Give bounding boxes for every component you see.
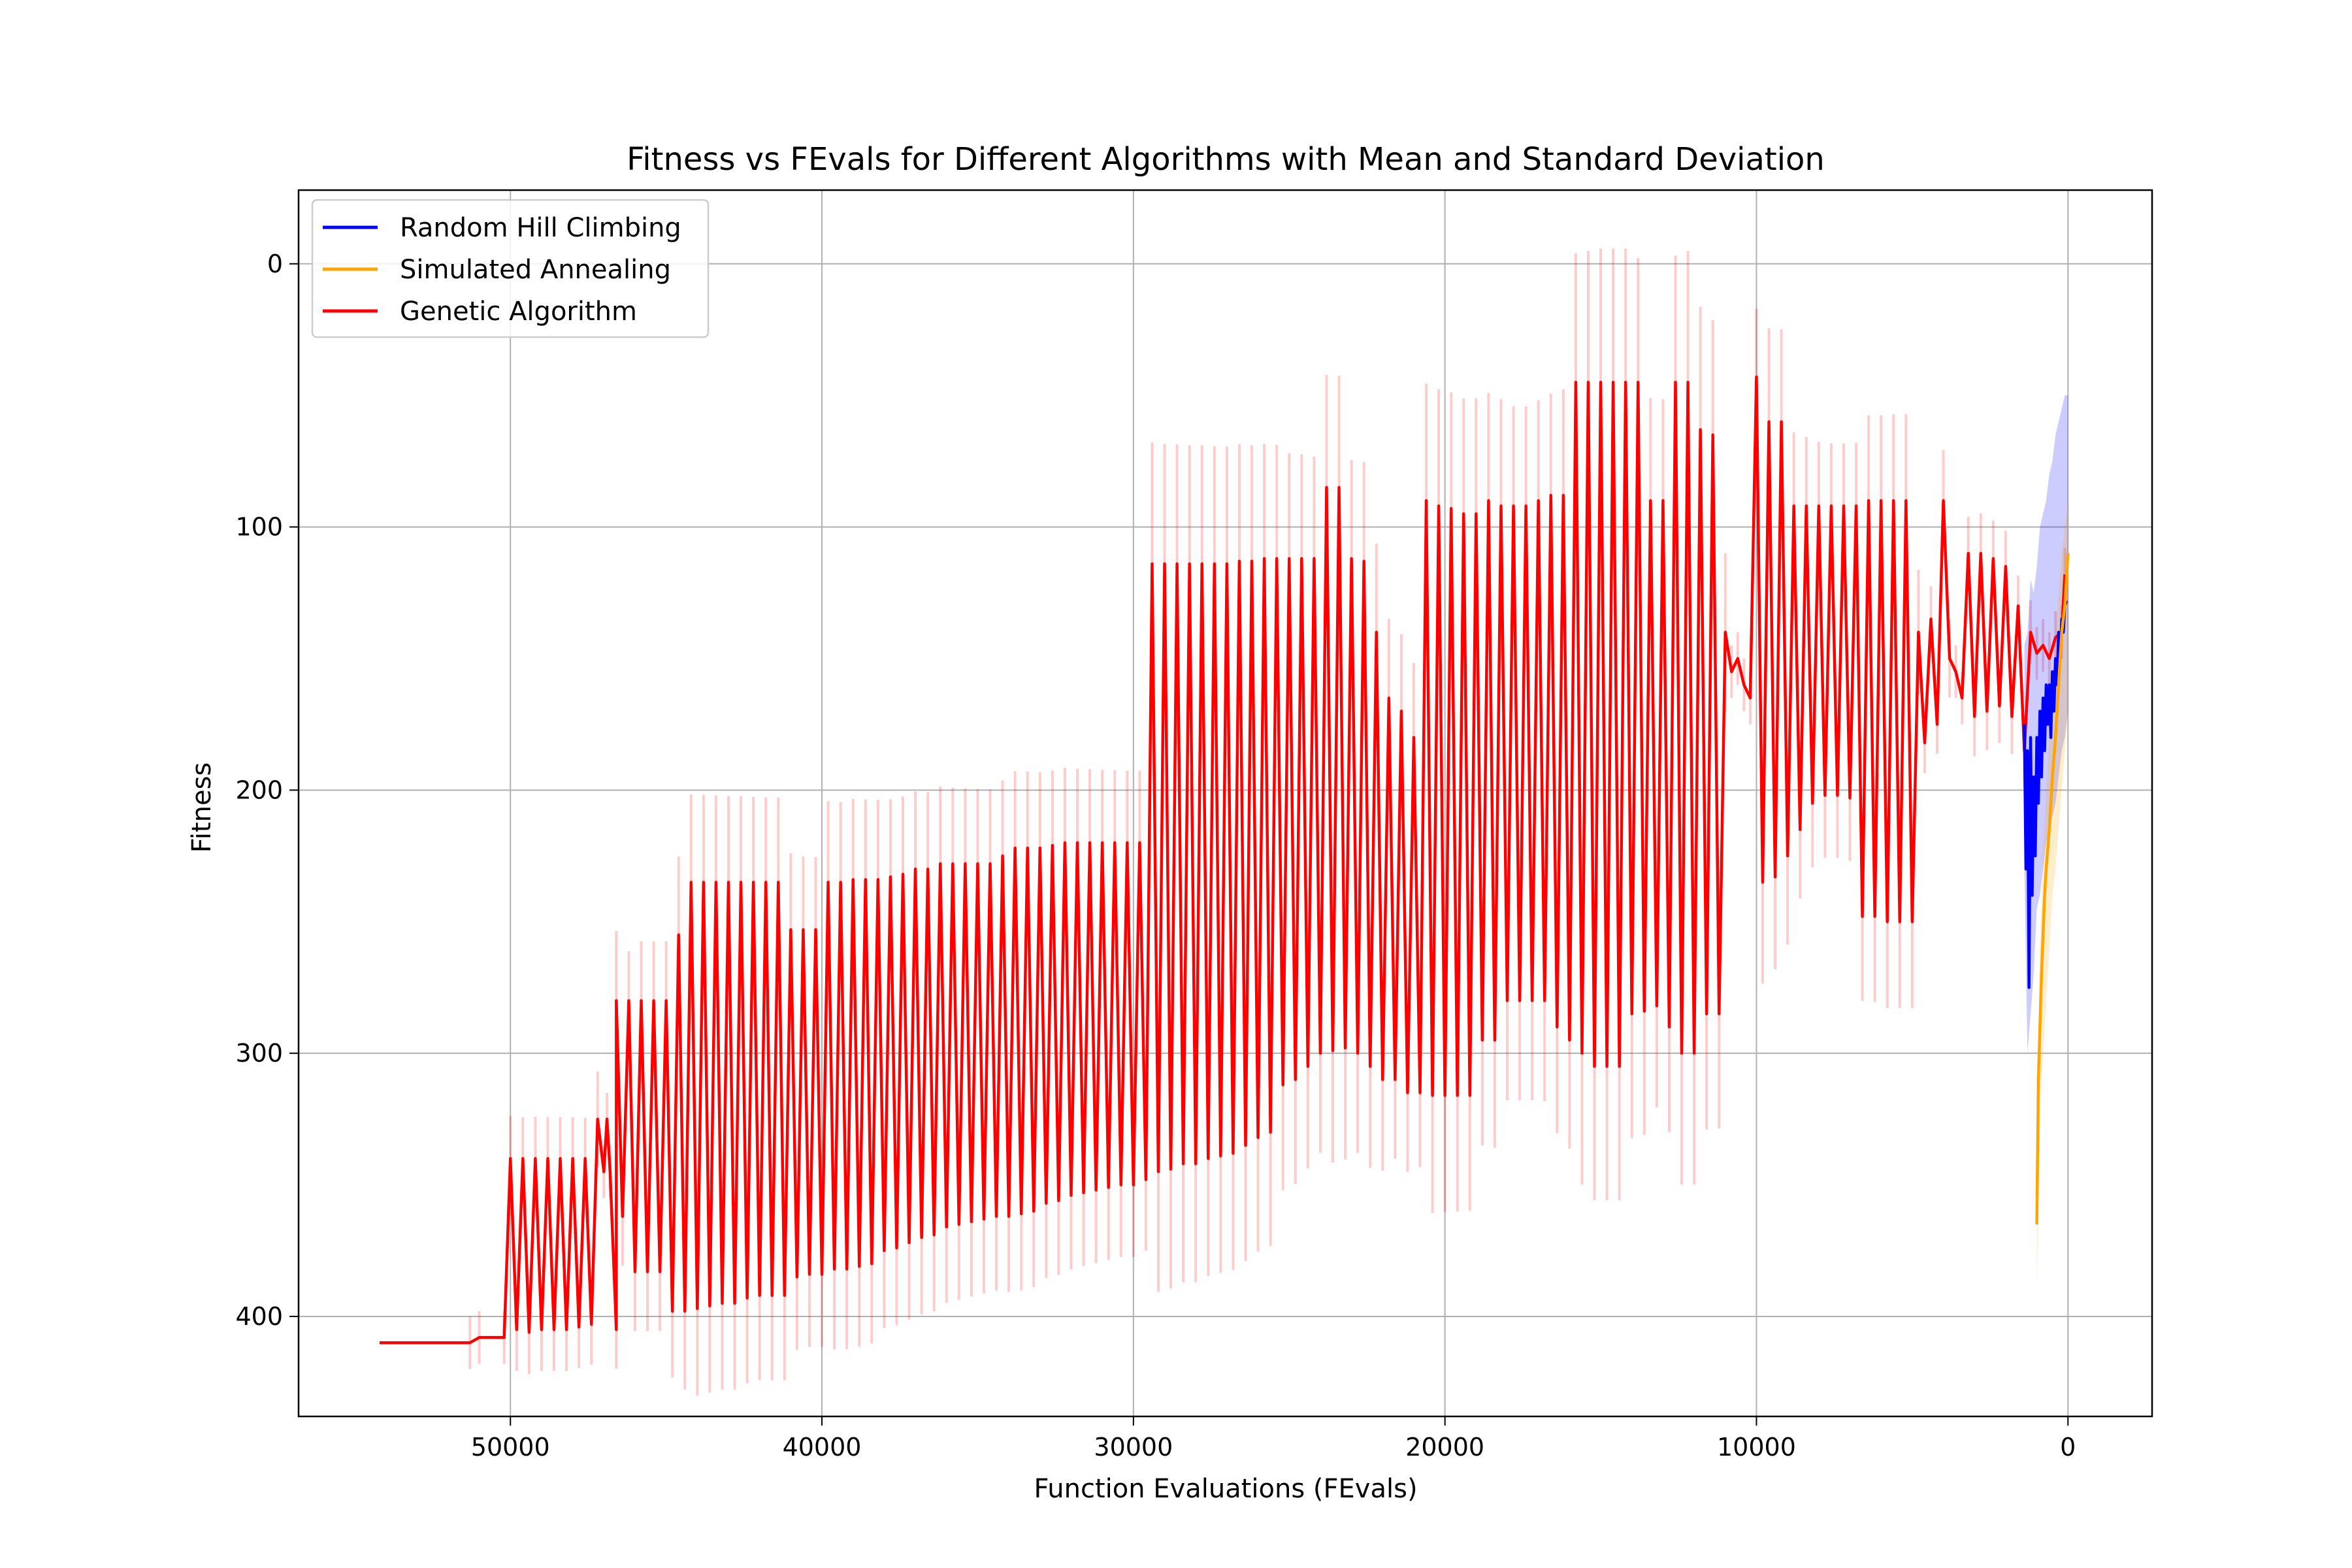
mean-lines — [379, 375, 2070, 1345]
x-axis-label: Function Evaluations (FEvals) — [1034, 1474, 1417, 1504]
legend-box — [311, 199, 710, 338]
x-tick-label: 50000 — [471, 1433, 550, 1462]
x-tick-label: 0 — [2060, 1433, 2076, 1462]
legend-label: Simulated Annealing — [400, 255, 671, 285]
simulated-annealing-line — [2035, 553, 2070, 1224]
x-axis-ticks: 50000 40000 30000 20000 10000 0 — [471, 1416, 2076, 1462]
x-tick-label: 30000 — [1094, 1433, 1173, 1462]
y-tick-label: 200 — [235, 776, 283, 804]
genetic-algorithm-line — [379, 375, 2066, 1345]
y-tick-label: 100 — [235, 513, 283, 542]
y-tick-label: 300 — [235, 1039, 283, 1068]
y-tick-label: 400 — [235, 1302, 283, 1331]
simulated-annealing-std-band — [2036, 500, 2068, 1290]
legend: Random Hill Climbing Simulated Annealing G… — [311, 199, 710, 338]
y-axis-label: Fitness — [187, 762, 217, 853]
legend-label: Genetic Algorithm — [400, 297, 637, 327]
y-axis-ticks: 0 100 200 300 400 — [235, 250, 299, 1331]
y-tick-label: 0 — [267, 250, 283, 278]
random-hill-climbing-line — [2023, 600, 2068, 989]
grid-lines — [299, 190, 2152, 1416]
chart-title: Fitness vs FEvals for Different Algorith… — [627, 141, 1825, 178]
plot-area-frame — [297, 189, 2153, 1418]
x-tick-label: 10000 — [1717, 1433, 1796, 1462]
legend-label: Random Hill Climbing — [400, 213, 681, 243]
x-tick-label: 40000 — [783, 1433, 862, 1462]
x-tick-label: 20000 — [1405, 1433, 1484, 1462]
